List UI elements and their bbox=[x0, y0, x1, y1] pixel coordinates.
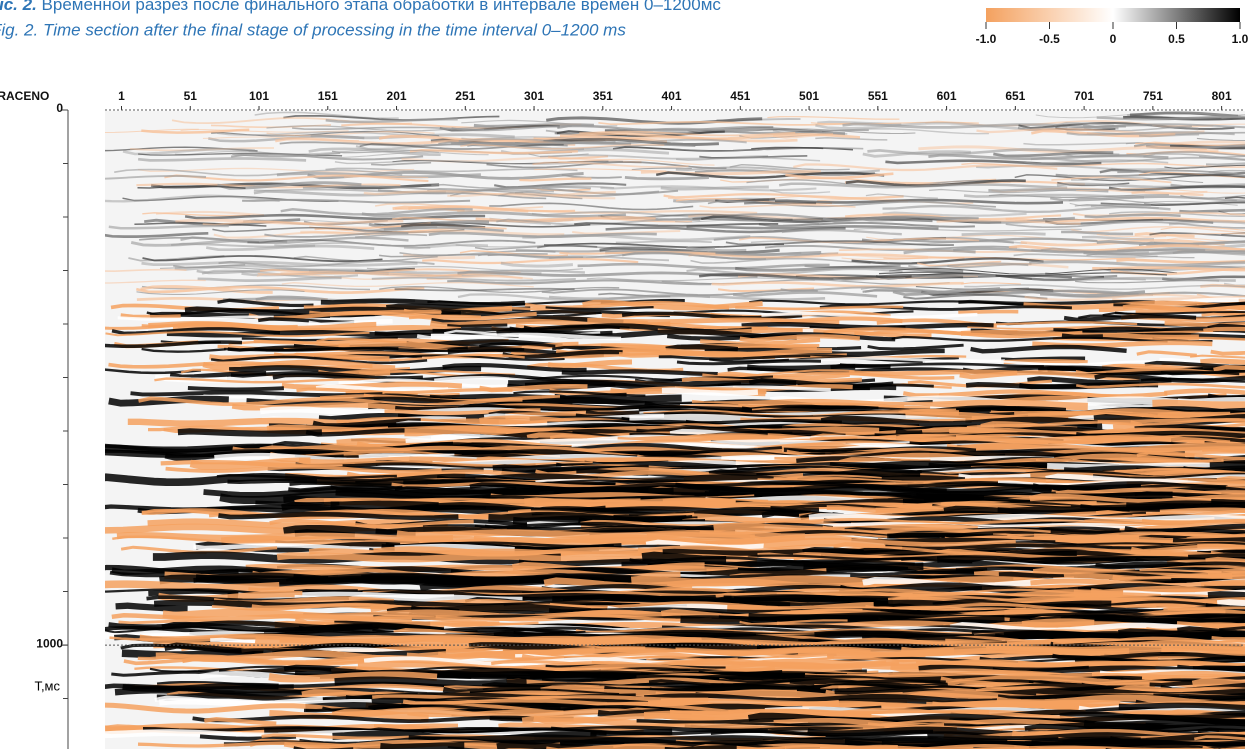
reflector bbox=[188, 388, 284, 389]
reflector bbox=[1152, 403, 1260, 406]
x-tick-label: 551 bbox=[868, 89, 888, 103]
y-tick-label: 0 bbox=[56, 101, 63, 115]
reflector bbox=[744, 203, 816, 204]
x-tick-label: 801 bbox=[1212, 89, 1232, 103]
caption-text: Временной разрез после финального этапа … bbox=[42, 0, 722, 14]
reflector bbox=[87, 584, 279, 588]
x-tick-label: 1 bbox=[118, 89, 125, 103]
x-tick-label: 601 bbox=[937, 89, 957, 103]
x-axis-label: TRACENO bbox=[0, 89, 49, 103]
reflector bbox=[958, 312, 1018, 313]
x-tick-label: 451 bbox=[730, 89, 750, 103]
x-tick-label: 251 bbox=[455, 89, 475, 103]
colorbar bbox=[986, 8, 1240, 22]
reflector bbox=[625, 177, 709, 178]
x-tick-label: 301 bbox=[524, 89, 544, 103]
colorbar-tick-label: -0.5 bbox=[1039, 32, 1060, 46]
reflector bbox=[1188, 556, 1248, 557]
colorbar-tick-label: 1.0 bbox=[1232, 32, 1249, 46]
section bbox=[85, 110, 1260, 749]
x-tick-label: 351 bbox=[593, 89, 613, 103]
y-tick-label: 1000 bbox=[36, 636, 63, 650]
reflector bbox=[662, 390, 758, 393]
reflector bbox=[962, 233, 1046, 234]
x-tick-label: 151 bbox=[318, 89, 338, 103]
reflector bbox=[116, 606, 188, 609]
reflector bbox=[1212, 637, 1260, 640]
x-tick-label: 651 bbox=[1005, 89, 1025, 103]
x-tick-label: 401 bbox=[662, 89, 682, 103]
caption-en: Fig. 2. Time section after the final sta… bbox=[0, 20, 626, 39]
caption-label: Рис. 2. bbox=[0, 0, 37, 14]
reflector bbox=[178, 431, 322, 433]
reflector bbox=[1200, 361, 1260, 364]
x-tick-label: 51 bbox=[184, 89, 198, 103]
x-tick-label: 701 bbox=[1074, 89, 1094, 103]
reflector bbox=[380, 746, 464, 748]
x-tick-label: 201 bbox=[387, 89, 407, 103]
y-axis-label: T,мс bbox=[34, 678, 60, 693]
x-tick-label: 501 bbox=[799, 89, 819, 103]
reflector bbox=[912, 275, 996, 276]
x-tick-label: 101 bbox=[249, 89, 269, 103]
reflector bbox=[409, 316, 481, 318]
colorbar-tick-label: 0.5 bbox=[1168, 32, 1185, 46]
x-tick-label: 751 bbox=[1143, 89, 1163, 103]
reflector bbox=[587, 320, 839, 322]
figure: Рис. 2. Временной разрез после финальног… bbox=[0, 0, 1260, 749]
reflector bbox=[121, 315, 181, 317]
colorbar-tick-label: -1.0 bbox=[976, 32, 997, 46]
caption-ru: Рис. 2. Временной разрез после финальног… bbox=[0, 0, 721, 14]
colorbar-tick-label: 0 bbox=[1110, 32, 1117, 46]
reflector bbox=[447, 325, 507, 326]
